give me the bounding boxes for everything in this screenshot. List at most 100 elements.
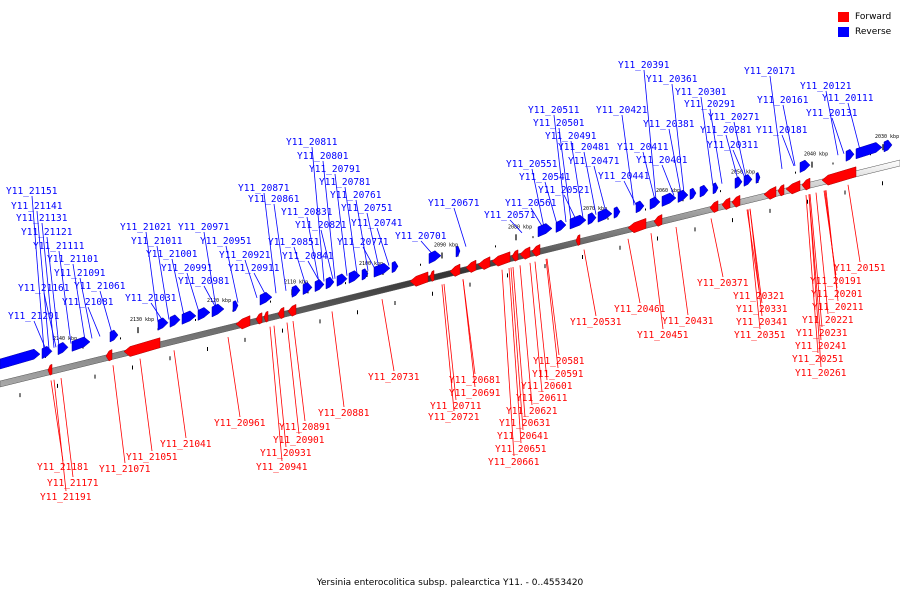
forward-gene-label: Y11_21041 — [160, 439, 212, 450]
leader-line — [624, 181, 636, 205]
forward-gene-label: Y11_20261 — [795, 368, 847, 379]
reverse-gene — [292, 285, 300, 297]
reverse-gene-label: Y11_21011 — [131, 236, 183, 247]
reverse-gene — [0, 349, 40, 369]
leader-line — [622, 115, 634, 205]
reverse-gene-label: Y11_21141 — [11, 201, 63, 212]
leader-line — [547, 259, 559, 355]
leader-line — [34, 321, 46, 350]
reverse-gene-label: Y11_21101 — [47, 254, 99, 265]
reverse-gene-label: Y11_20821 — [295, 220, 347, 231]
tick-label: 2060 kbp — [656, 188, 680, 194]
reverse-gene-label: Y11_20791 — [309, 164, 361, 175]
reverse-gene-label: Y11_20441 — [598, 171, 650, 182]
reverse-gene-label: Y11_21031 — [125, 293, 177, 304]
reverse-gene — [42, 346, 52, 358]
reverse-gene — [556, 220, 566, 232]
reverse-gene-label: Y11_20781 — [319, 177, 371, 188]
leader-line — [54, 380, 66, 491]
forward-gene-label: Y11_20581 — [533, 356, 585, 367]
reverse-gene-label: Y11_21161 — [18, 283, 70, 294]
forward-gene-label: Y11_20211 — [812, 302, 864, 313]
forward-gene-label: Y11_20731 — [368, 372, 420, 383]
reverse-gene-label: Y11_20121 — [800, 81, 852, 92]
reverse-gene-label: Y11_20521 — [538, 185, 590, 196]
reverse-gene-label: Y11_20871 — [238, 183, 290, 194]
reverse-gene — [198, 307, 210, 320]
forward-gene-label: Y11_20661 — [488, 457, 540, 468]
forward-gene-label: Y11_20931 — [260, 448, 312, 459]
reverse-gene-label: Y11_20491 — [545, 131, 597, 142]
reverse-gene-label: Y11_20181 — [756, 125, 808, 136]
reverse-gene — [212, 304, 224, 317]
forward-gene-label: Y11_20641 — [497, 431, 549, 442]
leader-line — [228, 337, 240, 417]
leader-line — [463, 279, 475, 387]
reverse-gene — [538, 223, 552, 236]
reverse-gene-label: Y11_21201 — [8, 311, 60, 322]
reverse-gene — [884, 140, 892, 152]
reverse-gene — [110, 330, 118, 342]
reverse-gene — [614, 207, 620, 218]
reverse-gene — [690, 188, 696, 199]
reverse-gene-label: Y11_20991 — [161, 263, 213, 274]
forward-gene-label: Y11_20621 — [506, 406, 558, 417]
reverse-gene — [337, 274, 347, 286]
tick-label: 2130 kbp — [130, 317, 154, 323]
reverse-gene-label: Y11_20771 — [337, 237, 389, 248]
reverse-gene-label: Y11_20301 — [675, 87, 727, 98]
forward-gene-label: Y11_20531 — [570, 317, 622, 328]
reverse-gene — [58, 342, 68, 354]
forward-gene-label: Y11_20321 — [733, 291, 785, 302]
reverse-gene-label: Y11_20911 — [228, 263, 280, 274]
map-caption: Yersinia enterocolitica subsp. palearcti… — [0, 578, 900, 588]
leader-line — [254, 273, 266, 296]
reverse-gene-label: Y11_20811 — [286, 137, 338, 148]
forward-gene-label: Y11_20151 — [834, 263, 886, 274]
leader-line — [454, 208, 466, 247]
leader-line — [832, 118, 844, 154]
reverse-gene-label: Y11_20841 — [282, 251, 334, 262]
reverse-gene-label: Y11_20381 — [643, 119, 695, 130]
reverse-gene-label: Y11_20701 — [395, 231, 447, 242]
reverse-gene-label: Y11_20801 — [297, 151, 349, 162]
forward-gene-label: Y11_20901 — [273, 435, 325, 446]
reverse-swatch — [838, 27, 849, 37]
reverse-gene-label: Y11_21081 — [62, 297, 114, 308]
reverse-gene-label: Y11_21021 — [120, 222, 172, 233]
reverse-gene — [233, 301, 238, 312]
legend: Forward Reverse — [838, 9, 891, 39]
reverse-gene-label: Y11_20111 — [822, 93, 874, 104]
leader-line — [382, 299, 394, 371]
leader-line — [88, 307, 100, 336]
forward-gene-label: Y11_21191 — [40, 492, 92, 503]
reverse-gene — [570, 215, 586, 229]
leader-line — [332, 311, 344, 407]
reverse-gene — [756, 172, 760, 183]
reverse-gene-label: Y11_20311 — [707, 140, 759, 151]
legend-reverse: Reverse — [838, 24, 891, 39]
leader-line — [676, 227, 688, 315]
forward-gene-label: Y11_20461 — [614, 304, 666, 315]
reverse-gene — [182, 311, 196, 324]
forward-gene-label: Y11_20691 — [449, 388, 501, 399]
tick-label: 2030 kbp — [875, 134, 899, 140]
forward-gene-label: Y11_20351 — [734, 330, 786, 341]
legend-reverse-label: Reverse — [855, 27, 891, 37]
reverse-gene — [456, 246, 460, 257]
reverse-gene — [856, 142, 882, 158]
forward-gene-label: Y11_20191 — [810, 276, 862, 287]
leader-line — [174, 350, 186, 438]
forward-gene-label: Y11_20961 — [214, 418, 266, 429]
forward-gene-label: Y11_20631 — [499, 418, 551, 429]
leader-line — [308, 261, 320, 282]
reverse-gene-label: Y11_20421 — [596, 105, 648, 116]
legend-forward: Forward — [838, 9, 891, 24]
reverse-gene — [735, 177, 742, 189]
reverse-gene-label: Y11_20541 — [519, 172, 571, 183]
reverse-gene-label: Y11_20741 — [351, 218, 403, 229]
reverse-gene-label: Y11_20161 — [757, 95, 809, 106]
reverse-gene-label: Y11_21111 — [33, 241, 85, 252]
reverse-gene-label: Y11_20861 — [248, 194, 300, 205]
forward-gene-label: Y11_21181 — [37, 462, 89, 473]
